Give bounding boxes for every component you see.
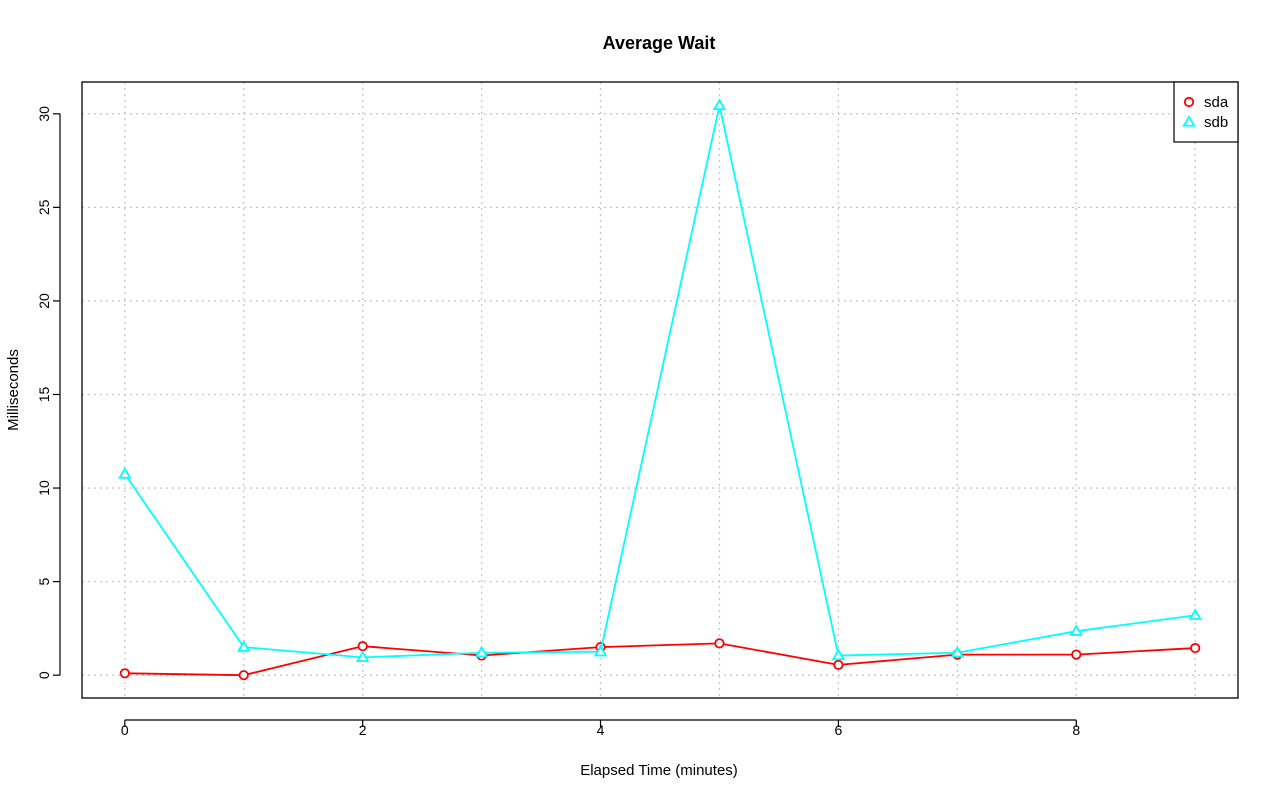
series-line-sdb xyxy=(124,105,1196,659)
data-point-sdb xyxy=(950,645,965,658)
x-tick-label: 6 xyxy=(834,722,842,738)
x-tick-label: 4 xyxy=(597,722,605,738)
series-layer xyxy=(118,98,1202,681)
y-tick-label: 0 xyxy=(36,671,52,679)
data-point-sdb xyxy=(593,644,608,657)
grid xyxy=(82,82,1238,698)
y-tick-label: 30 xyxy=(36,106,52,122)
data-point-sda xyxy=(833,659,844,670)
x-tick-label: 2 xyxy=(359,722,367,738)
data-point-sda xyxy=(1071,649,1082,660)
legend-marker-sdb xyxy=(1182,115,1196,127)
data-point-sda xyxy=(238,670,249,681)
data-point-sdb xyxy=(1069,624,1084,636)
plot-frame xyxy=(81,81,1239,699)
x-axis: 0 2 4 6 8 xyxy=(121,719,1080,738)
legend-label-sda: sda xyxy=(1204,94,1229,111)
x-axis-label: Elapsed Time (minutes) xyxy=(580,762,738,779)
data-point-sdb xyxy=(355,650,370,663)
chart-title: Average Wait xyxy=(603,33,716,53)
data-point-sda xyxy=(714,638,725,649)
y-axis: 0 5 10 15 20 25 30 xyxy=(36,106,61,679)
legend: sda sdb xyxy=(1173,81,1239,143)
series-sdb xyxy=(118,98,1202,663)
series-sda xyxy=(119,638,1201,681)
y-tick-label: 15 xyxy=(36,386,52,402)
x-tick-label: 8 xyxy=(1072,722,1080,738)
legend-label-sdb: sdb xyxy=(1204,114,1228,131)
legend-marker-sda xyxy=(1183,96,1195,108)
data-point-sda xyxy=(357,641,368,652)
series-line-sda xyxy=(124,642,1196,677)
x-tick-label: 0 xyxy=(121,722,129,738)
data-point-sda xyxy=(1190,642,1201,654)
y-tick-label: 25 xyxy=(36,199,52,215)
data-point-sda xyxy=(119,668,130,679)
y-tick-label: 20 xyxy=(36,293,52,309)
data-point-sdb xyxy=(831,648,846,661)
data-point-sdb xyxy=(118,467,132,479)
data-point-sdb xyxy=(474,645,489,658)
data-point-sdb xyxy=(712,98,727,111)
data-point-sdb xyxy=(1188,608,1202,620)
legend-box xyxy=(1173,81,1239,143)
y-tick-label: 5 xyxy=(36,578,52,586)
y-axis-label: Milliseconds xyxy=(5,349,22,431)
data-point-sdb xyxy=(236,640,251,652)
y-tick-label: 10 xyxy=(36,480,52,496)
